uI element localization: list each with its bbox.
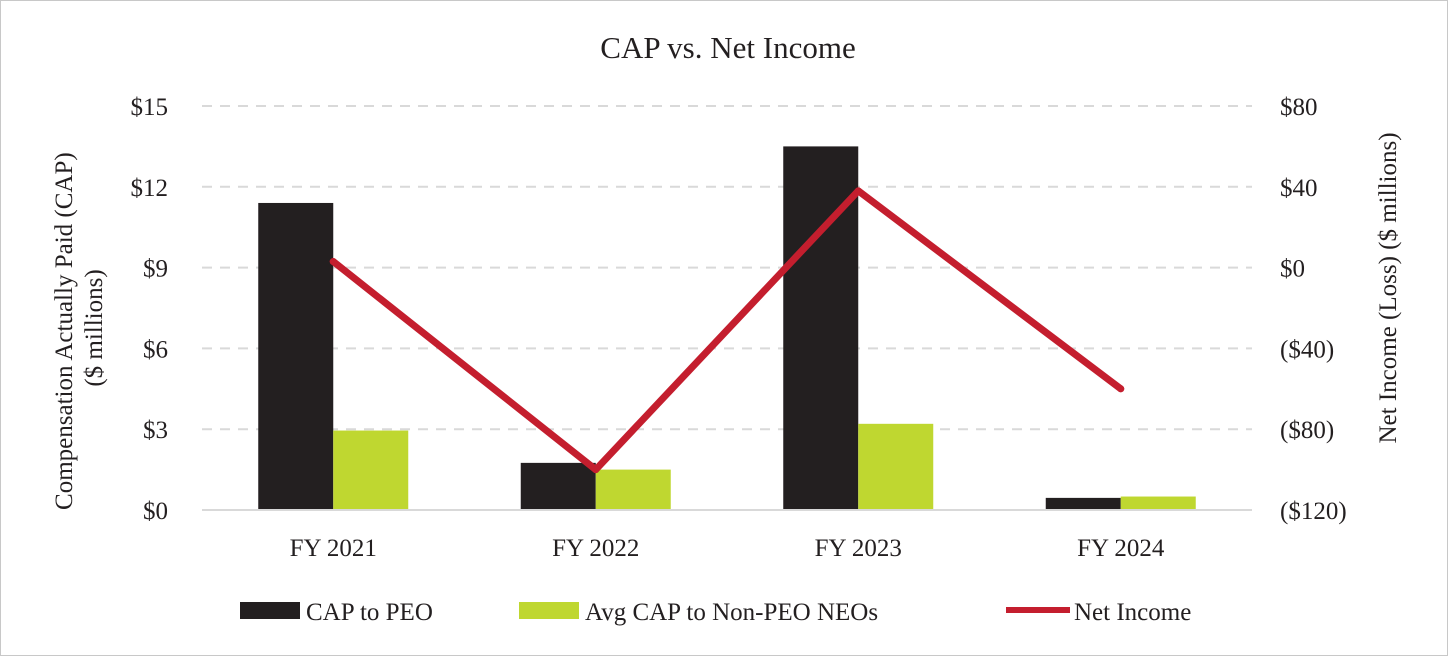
y-tick-label-5: $15: [131, 94, 169, 121]
y-axis-title: Compensation Actually Paid (CAP) ($ mill…: [51, 146, 108, 510]
bar-1-0: [333, 430, 409, 510]
bar-0-1: [520, 462, 596, 510]
y-tick-label-0: $0: [143, 498, 168, 525]
y-tick-label-2: $6: [143, 336, 168, 363]
y2-tick-label-4: $40: [1280, 175, 1318, 202]
y2-tick-label-5: $80: [1280, 94, 1318, 121]
line-series: [329, 187, 1125, 474]
y-tick-label-3: $9: [143, 256, 168, 283]
legend: CAP to PEO Avg CAP to Non-PEO NEOs Net I…: [240, 599, 1191, 626]
bar-1-2: [858, 423, 934, 510]
legend-label-avg-cap-non-peo: Avg CAP to Non-PEO NEOs: [585, 599, 878, 626]
y2-tick-label-2: ($40): [1280, 336, 1334, 363]
right-axis-ticks: ($120) ($80) ($40) $0 $40 $80: [1280, 94, 1347, 525]
x-tick-label-1: FY 2022: [552, 535, 639, 562]
y2-tick-label-3: $0: [1280, 256, 1305, 283]
line-point-2: [854, 187, 862, 195]
line-point-0: [329, 258, 337, 266]
y2-axis-title: Net Income (Loss) ($ millions): [1375, 132, 1402, 443]
y-tick-label-4: $12: [131, 175, 169, 202]
left-axis-ticks: $0 $3 $6 $9 $12 $15: [131, 94, 169, 525]
chart-title: CAP vs. Net Income: [600, 30, 855, 65]
line-point-3: [1117, 385, 1125, 393]
x-tick-label-2: FY 2023: [815, 535, 902, 562]
bars: [258, 146, 1196, 510]
bar-1-1: [595, 469, 671, 510]
y2-tick-label-1: ($80): [1280, 417, 1334, 444]
gridlines: [202, 105, 1252, 431]
y-tick-label-1: $3: [143, 417, 168, 444]
x-tick-label-0: FY 2021: [290, 535, 377, 562]
line-point-1: [592, 466, 600, 474]
x-axis-ticks: FY 2021 FY 2022 FY 2023 FY 2024: [290, 535, 1165, 562]
y2-tick-label-0: ($120): [1280, 498, 1347, 525]
bar-0-3: [1045, 497, 1121, 510]
y-axis-title-line-2: ($ millions): [81, 269, 108, 386]
legend-swatch-avg-cap-non-peo: [519, 602, 579, 619]
legend-swatch-cap-to-peo: [240, 602, 300, 619]
bar-0-0: [258, 202, 334, 510]
x-tick-label-3: FY 2024: [1077, 535, 1165, 562]
y-axis-title-line-1: Compensation Actually Paid (CAP): [51, 152, 78, 510]
bar-1-3: [1120, 496, 1196, 510]
legend-label-cap-to-peo: CAP to PEO: [306, 599, 433, 626]
line-net-income: [329, 187, 1125, 474]
legend-label-net-income: Net Income: [1074, 599, 1191, 626]
